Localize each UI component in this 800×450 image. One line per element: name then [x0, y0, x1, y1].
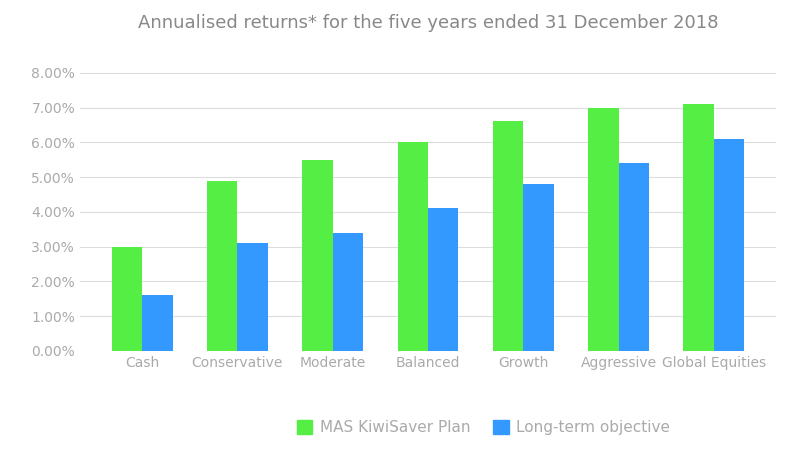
Bar [207, 180, 238, 351]
Bar [142, 295, 173, 351]
Bar [618, 163, 649, 351]
Legend: MAS KiwiSaver Plan, Long-term objective: MAS KiwiSaver Plan, Long-term objective [291, 414, 677, 441]
Bar [588, 108, 618, 351]
Bar [333, 233, 363, 351]
Bar [683, 104, 714, 351]
Title: Annualised returns* for the five years ended 31 December 2018: Annualised returns* for the five years e… [138, 14, 718, 32]
Bar [302, 160, 333, 351]
Bar [428, 208, 458, 351]
Bar [493, 122, 523, 351]
Bar [238, 243, 268, 351]
Bar [714, 139, 744, 351]
Bar [523, 184, 554, 351]
Bar [112, 247, 142, 351]
Bar [398, 142, 428, 351]
